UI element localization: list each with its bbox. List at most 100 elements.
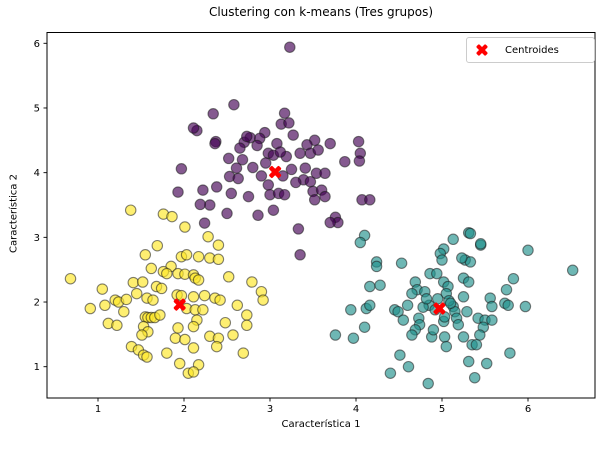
scatter-point [436, 254, 448, 266]
y-tick-label: 6 [34, 39, 40, 50]
scatter-point [566, 264, 579, 277]
x-tick-label: 6 [525, 404, 531, 415]
scatter-point [207, 108, 219, 120]
scatter-point [232, 172, 244, 185]
scatter-point [169, 332, 182, 344]
scatter-point [456, 252, 468, 264]
scatter-point [198, 217, 211, 229]
scatter-point [212, 239, 225, 251]
scatter-point [290, 176, 302, 189]
scatter-point [345, 304, 357, 316]
scatter-point [252, 209, 264, 222]
scatter-point [358, 321, 371, 333]
legend-label: Centroides [505, 44, 559, 56]
scatter-point [161, 267, 173, 280]
scatter-point [222, 152, 235, 165]
scatter-point [64, 272, 77, 285]
scatter-point [422, 377, 434, 390]
scatter-point [127, 276, 140, 289]
scatter-point [278, 107, 291, 119]
scatter-point [420, 293, 433, 305]
scatter-point [172, 322, 184, 334]
scatter-point [364, 194, 376, 206]
centroid-marker [433, 302, 446, 315]
scatter-point [173, 357, 186, 370]
scatter-point [486, 300, 498, 313]
y-tick-label: 5 [34, 103, 40, 114]
x-tick-label: 2 [181, 404, 187, 415]
scatter-point [522, 244, 534, 257]
scatter-point [262, 179, 275, 191]
scatter-point [519, 300, 532, 313]
y-tick-label: 2 [34, 298, 40, 309]
scatter-point [197, 304, 209, 316]
scatter-point [461, 305, 473, 318]
scatter-point [502, 299, 514, 312]
scatter-point [118, 305, 130, 318]
scatter-point [187, 122, 200, 134]
y-tick-label: 3 [34, 233, 40, 244]
scatter-point [187, 320, 200, 333]
scatter-point [187, 366, 200, 378]
scatter-point [236, 153, 249, 166]
scatter-point [230, 162, 243, 174]
scatter-point [192, 274, 205, 286]
scatter-point [161, 347, 173, 359]
scatter-point [187, 342, 200, 354]
scatter-point [225, 187, 238, 200]
scatter-point [324, 216, 336, 229]
scatter-point [474, 238, 487, 250]
scatter-point [406, 287, 418, 300]
chart-title: Clustering con k-means (Tres grupos) [208, 5, 434, 19]
scatter-point [210, 340, 223, 353]
scatter-point [462, 355, 475, 368]
scatter-point [219, 316, 232, 329]
scatter-point [468, 371, 481, 384]
scatter-point [285, 163, 298, 176]
scatter-point [172, 186, 184, 198]
scatter-point [438, 331, 451, 343]
scatter-point [257, 294, 269, 306]
scatter-point [319, 190, 331, 203]
scatter-point [246, 276, 258, 288]
scatter-point [227, 329, 239, 341]
scatter-point [180, 249, 193, 261]
y-tick-label: 1 [34, 362, 40, 373]
scatter-point [124, 204, 137, 216]
scatter-point [474, 329, 486, 341]
scatter-point [255, 170, 268, 182]
scatter-point [222, 271, 235, 283]
scatter-point [120, 293, 133, 306]
scatter-point [209, 137, 221, 150]
scatter-point [179, 221, 191, 233]
centroid-marker [269, 165, 282, 179]
scatter-point [136, 276, 149, 288]
scatter-point [464, 227, 477, 240]
scatter-point [370, 260, 383, 273]
scatter-point [470, 338, 483, 351]
scatter-point [202, 230, 214, 243]
scatter-point [214, 294, 226, 306]
scatter-point [324, 137, 336, 150]
scatter-point [374, 279, 386, 291]
scatter-point [234, 142, 246, 154]
scatter-point [402, 360, 415, 373]
scatter-point [292, 223, 305, 235]
scatter-point [500, 283, 513, 296]
scatter-point [130, 287, 143, 300]
scatter-point [198, 289, 211, 302]
scatter-point [147, 294, 159, 306]
scatter-point [166, 210, 178, 223]
scatter-point [394, 349, 406, 361]
scatter-point [444, 297, 457, 310]
scatter-point [462, 276, 475, 288]
scatter-point [329, 329, 342, 341]
scatter-point [287, 129, 299, 141]
scatter-point [228, 98, 240, 111]
centroid-marker [173, 298, 186, 311]
scatter-point [139, 249, 152, 261]
scatter-point [401, 299, 414, 312]
scatter-point [84, 302, 97, 315]
